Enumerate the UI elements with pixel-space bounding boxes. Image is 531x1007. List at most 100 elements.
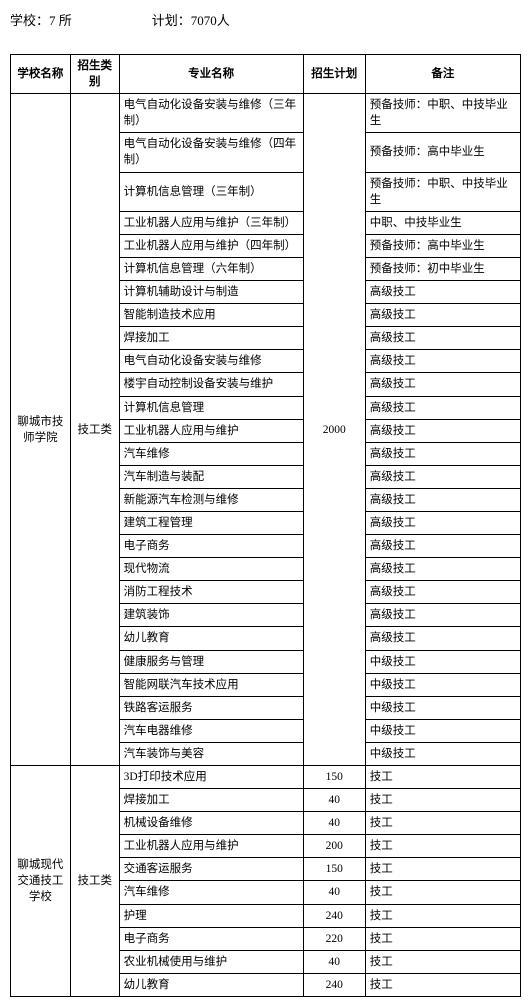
remark-cell: 技工 <box>365 950 520 973</box>
remark-cell: 高级技工 <box>365 627 520 650</box>
major-cell: 农业机械使用与维护 <box>119 950 303 973</box>
major-cell: 交通客运服务 <box>119 858 303 881</box>
plan-cell: 150 <box>303 766 365 789</box>
remark-cell: 高级技工 <box>365 581 520 604</box>
major-cell: 汽车电器维修 <box>119 719 303 742</box>
remark-cell: 技工 <box>365 858 520 881</box>
major-cell: 铁路客运服务 <box>119 696 303 719</box>
remark-cell: 高级技工 <box>365 535 520 558</box>
remark-cell: 中级技工 <box>365 719 520 742</box>
remark-cell: 中级技工 <box>365 696 520 719</box>
remark-cell: 技工 <box>365 835 520 858</box>
major-cell: 汽车维修 <box>119 881 303 904</box>
remark-cell: 高级技工 <box>365 281 520 304</box>
plan-cell: 150 <box>303 858 365 881</box>
plan-cell: 40 <box>303 812 365 835</box>
plan-cell: 220 <box>303 927 365 950</box>
remark-cell: 技工 <box>365 812 520 835</box>
remark-cell: 高级技工 <box>365 604 520 627</box>
remark-cell: 技工 <box>365 927 520 950</box>
major-cell: 智能网联汽车技术应用 <box>119 673 303 696</box>
major-cell: 楼宇自动控制设备安装与维护 <box>119 373 303 396</box>
major-cell: 幼儿教育 <box>119 627 303 650</box>
major-cell: 计算机信息管理 <box>119 396 303 419</box>
remark-cell: 预备技师：高中毕业生 <box>365 234 520 257</box>
school-cell: 聊城现代交通技工学校 <box>11 766 71 997</box>
major-cell: 计算机辅助设计与制造 <box>119 281 303 304</box>
major-cell: 电子商务 <box>119 927 303 950</box>
plan-cell: 200 <box>303 835 365 858</box>
major-cell: 新能源汽车检测与维修 <box>119 488 303 511</box>
col-school: 学校名称 <box>11 55 71 94</box>
plan-cell: 40 <box>303 950 365 973</box>
remark-cell: 高级技工 <box>365 327 520 350</box>
plan-cell: 2000 <box>303 94 365 766</box>
major-cell: 工业机器人应用与维护（三年制） <box>119 211 303 234</box>
major-cell: 智能制造技术应用 <box>119 304 303 327</box>
remark-cell: 技工 <box>365 789 520 812</box>
remark-cell: 高级技工 <box>365 304 520 327</box>
admission-table: 学校名称 招生类别 专业名称 招生计划 备注 聊城市技师学院技工类电气自动化设备… <box>10 54 521 997</box>
col-major: 专业名称 <box>119 55 303 94</box>
major-cell: 工业机器人应用与维护（四年制） <box>119 234 303 257</box>
remark-cell: 中级技工 <box>365 742 520 765</box>
major-cell: 汽车维修 <box>119 442 303 465</box>
table-row: 聊城现代交通技工学校技工类3D打印技术应用150技工 <box>11 766 521 789</box>
major-cell: 电气自动化设备安装与维修（四年制） <box>119 133 303 172</box>
major-cell: 计算机信息管理（三年制） <box>119 172 303 211</box>
remark-cell: 中职、中技毕业生 <box>365 211 520 234</box>
remark-cell: 预备技师：中职、中技毕业生 <box>365 172 520 211</box>
remark-cell: 高级技工 <box>365 396 520 419</box>
remark-cell: 技工 <box>365 766 520 789</box>
major-cell: 计算机信息管理（六年制） <box>119 257 303 280</box>
major-cell: 机械设备维修 <box>119 812 303 835</box>
remark-cell: 高级技工 <box>365 488 520 511</box>
remark-cell: 高级技工 <box>365 350 520 373</box>
major-cell: 现代物流 <box>119 558 303 581</box>
col-remark: 备注 <box>365 55 520 94</box>
remark-cell: 预备技师：高中毕业生 <box>365 133 520 172</box>
major-cell: 电气自动化设备安装与维修（三年制） <box>119 94 303 133</box>
table-row: 聊城市技师学院技工类电气自动化设备安装与维修（三年制）2000预备技师：中职、中… <box>11 94 521 133</box>
remark-cell: 高级技工 <box>365 373 520 396</box>
table-header-row: 学校名称 招生类别 专业名称 招生计划 备注 <box>11 55 521 94</box>
remark-cell: 预备技师：初中毕业生 <box>365 257 520 280</box>
major-cell: 工业机器人应用与维护 <box>119 419 303 442</box>
remark-cell: 技工 <box>365 973 520 996</box>
plan-cell: 240 <box>303 973 365 996</box>
major-cell: 3D打印技术应用 <box>119 766 303 789</box>
major-cell: 汽车装饰与美容 <box>119 742 303 765</box>
remark-cell: 技工 <box>365 881 520 904</box>
major-cell: 消防工程技术 <box>119 581 303 604</box>
major-cell: 健康服务与管理 <box>119 650 303 673</box>
remark-cell: 高级技工 <box>365 442 520 465</box>
remark-cell: 高级技工 <box>365 419 520 442</box>
major-cell: 建筑工程管理 <box>119 511 303 534</box>
major-cell: 护理 <box>119 904 303 927</box>
major-cell: 幼儿教育 <box>119 973 303 996</box>
plan-cell: 240 <box>303 904 365 927</box>
schools-count-label: 学校：7 所 <box>10 10 72 29</box>
plan-cell: 40 <box>303 881 365 904</box>
plan-cell: 40 <box>303 789 365 812</box>
category-cell: 技工类 <box>70 766 119 997</box>
major-cell: 焊接加工 <box>119 789 303 812</box>
remark-cell: 预备技师：中职、中技毕业生 <box>365 94 520 133</box>
category-cell: 技工类 <box>70 94 119 766</box>
page-header: 学校：7 所 计划：7070人 <box>10 10 521 29</box>
plan-count-label: 计划：7070人 <box>152 10 230 29</box>
col-category: 招生类别 <box>70 55 119 94</box>
school-cell: 聊城市技师学院 <box>11 94 71 766</box>
remark-cell: 高级技工 <box>365 465 520 488</box>
major-cell: 汽车制造与装配 <box>119 465 303 488</box>
major-cell: 焊接加工 <box>119 327 303 350</box>
remark-cell: 高级技工 <box>365 558 520 581</box>
major-cell: 电子商务 <box>119 535 303 558</box>
remark-cell: 高级技工 <box>365 511 520 534</box>
col-plan: 招生计划 <box>303 55 365 94</box>
major-cell: 建筑装饰 <box>119 604 303 627</box>
remark-cell: 中级技工 <box>365 650 520 673</box>
remark-cell: 中级技工 <box>365 673 520 696</box>
major-cell: 电气自动化设备安装与维修 <box>119 350 303 373</box>
major-cell: 工业机器人应用与维护 <box>119 835 303 858</box>
